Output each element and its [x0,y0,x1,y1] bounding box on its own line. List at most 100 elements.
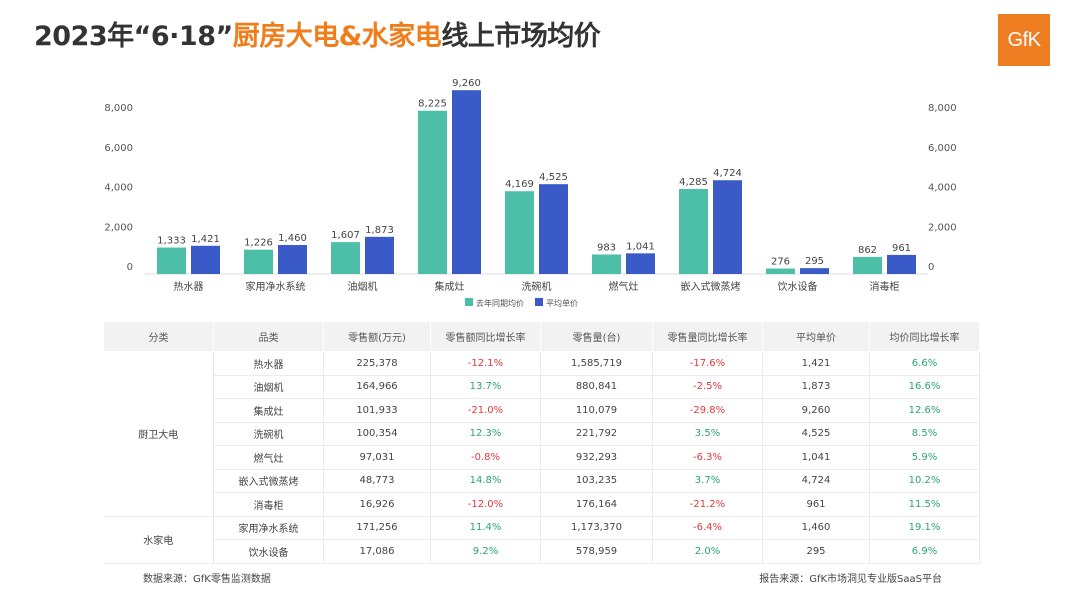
category-label: 热水器 [174,280,204,293]
product-cell: 洗碗机 [213,422,324,446]
category-label: 家用净水系统 [246,280,306,293]
bar-last-year [244,249,273,274]
legend-swatch [465,298,473,306]
product-cell: 消毒柜 [213,492,324,517]
value-cell: 225,378 [323,351,431,376]
table-row: 油烟机 164,966 13.7% 880,841 -2.5% 1,873 16.6% [104,375,980,399]
title-suffix: 线上市场均价 [441,21,601,52]
value-cell: 16,926 [323,492,431,517]
value-cell: 1,421 [762,351,870,376]
value-cell: 1,873 [762,375,870,399]
data-label: 9,260 [452,78,481,89]
bar-avg-price [365,236,394,274]
growth-rate-cell: -17.6% [652,351,763,376]
data-label: 1,333 [157,236,186,247]
growth-rate-cell: 5.9% [869,445,980,470]
category-label: 消毒柜 [870,280,900,293]
product-cell: 饮水设备 [213,539,324,564]
y-tick-left: 6,000 [104,143,133,154]
bar-last-year [766,268,795,274]
product-cell: 家用净水系统 [213,516,324,540]
value-cell: 4,724 [762,469,870,493]
column-header: 零售额(万元) [323,321,431,352]
value-cell: 164,966 [323,375,431,399]
growth-rate-cell: 12.3% [430,422,541,446]
gfk-logo: GfK [998,14,1050,66]
growth-rate-cell: 11.5% [869,492,980,517]
product-cell: 油烟机 [213,375,324,399]
growth-rate-cell: 10.2% [869,469,980,493]
data-label: 276 [771,257,790,268]
growth-rate-cell: -21.2% [652,492,763,517]
data-label: 983 [597,242,616,253]
bar-last-year [418,110,447,274]
category-label: 集成灶 [435,280,465,293]
value-cell: 48,773 [323,469,431,493]
table-row: 嵌入式微蒸烤 48,773 14.8% 103,235 3.7% 4,724 10.2% [104,469,980,493]
y-tick-right: 4,000 [928,183,957,194]
category-label: 燃气灶 [609,280,639,293]
value-cell: 171,256 [323,516,431,540]
growth-rate-cell: 3.7% [652,469,763,493]
category-label: 嵌入式微蒸烤 [681,280,741,293]
data-label: 1,607 [331,230,360,241]
value-cell: 100,354 [323,422,431,446]
value-cell: 880,841 [540,375,653,399]
table-row: 饮水设备 17,086 9.2% 578,959 2.0% 295 6.9% [104,539,980,564]
growth-rate-cell: 6.6% [869,351,980,376]
value-cell: 295 [762,539,870,564]
table-row: 燃气灶 97,031 -0.8% 932,293 -6.3% 1,041 5.9% [104,445,980,470]
column-header: 平均单价 [762,321,870,352]
data-label: 1,226 [244,238,273,249]
legend-label: 去年同期均价 [476,298,524,308]
growth-rate-cell: 12.6% [869,398,980,423]
value-cell: 1,460 [762,516,870,540]
bar-avg-price [800,268,829,274]
value-cell: 578,959 [540,539,653,564]
growth-rate-cell: -2.5% [652,375,763,399]
data-label: 8,225 [418,99,447,110]
title-prefix: 2023年“6·18” [34,21,233,52]
column-header: 品类 [213,321,324,352]
growth-rate-cell: -6.4% [652,516,763,540]
value-cell: 110,079 [540,398,653,423]
growth-rate-cell: 3.5% [652,422,763,446]
y-tick-right: 0 [928,262,934,273]
data-label: 295 [805,256,824,267]
growth-rate-cell: -12.1% [430,351,541,376]
report-source-note: 报告来源：GfK市场洞见专业版SaaS平台 [759,574,942,585]
growth-rate-cell: -0.8% [430,445,541,470]
bar-avg-price [539,184,568,274]
growth-rate-cell: 19.1% [869,516,980,540]
growth-rate-cell: 2.0% [652,539,763,564]
value-cell: 17,086 [323,539,431,564]
data-label: 1,460 [278,233,307,244]
growth-rate-cell: 14.8% [430,469,541,493]
growth-rate-cell: -12.0% [430,492,541,517]
y-tick-right: 6,000 [928,143,957,154]
data-label: 1,873 [365,225,394,236]
value-cell: 101,933 [323,398,431,423]
y-tick-left: 8,000 [104,103,133,114]
page-title: 2023年“6·18”厨房大电&水家电线上市场均价 [34,14,601,53]
value-cell: 932,293 [540,445,653,470]
bar-avg-price [191,245,220,274]
product-cell: 嵌入式微蒸烤 [213,469,324,493]
value-cell: 961 [762,492,870,517]
growth-rate-cell: 6.9% [869,539,980,564]
y-tick-left: 0 [127,262,133,273]
category-label: 洗碗机 [522,280,552,293]
value-cell: 1,585,719 [540,351,653,376]
growth-rate-cell: 13.7% [430,375,541,399]
bar-last-year [853,256,882,274]
value-cell: 4,525 [762,422,870,446]
column-header: 零售额同比增长率 [430,321,541,352]
column-header: 分类 [103,321,214,352]
bar-last-year [505,191,534,274]
growth-rate-cell: 8.5% [869,422,980,446]
category-group-cell: 水家电 [103,516,214,564]
value-cell: 221,792 [540,422,653,446]
growth-rate-cell: -6.3% [652,445,763,470]
growth-rate-cell: 11.4% [430,516,541,540]
table-row: 消毒柜 16,926 -12.0% 176,164 -21.2% 961 11.5% [104,492,980,517]
